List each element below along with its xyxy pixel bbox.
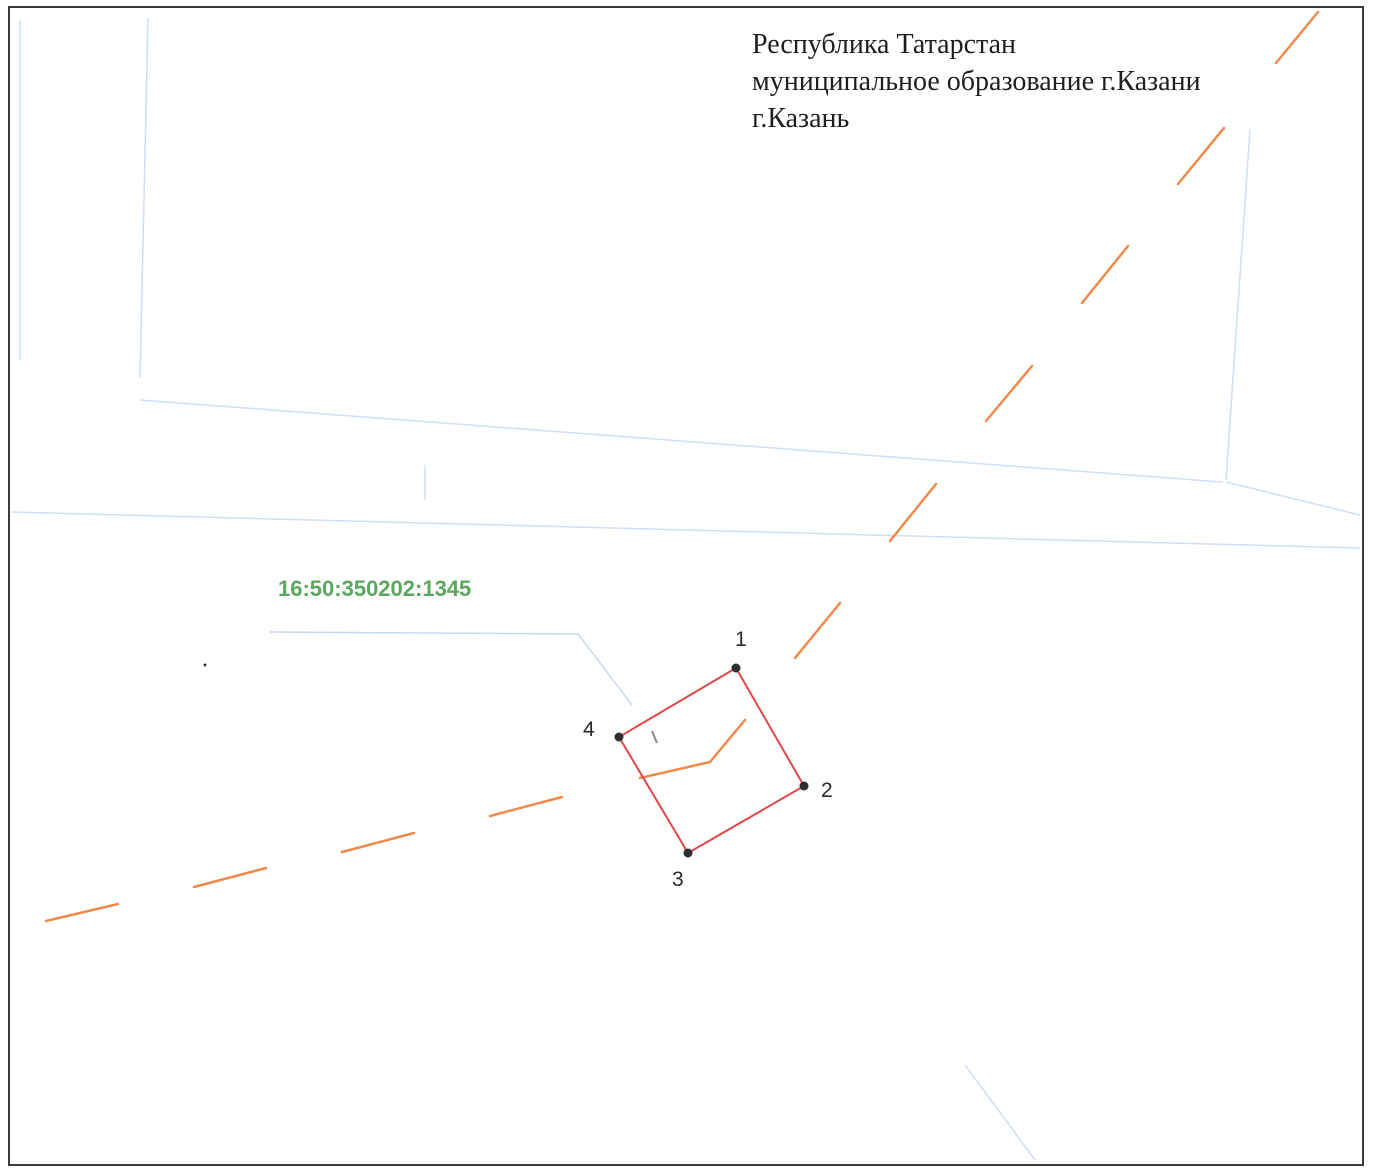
leader-tick [651, 730, 658, 744]
address-block: Республика Татарстан муниципальное образ… [752, 26, 1201, 137]
address-municipality: муниципальное образование г.Казани [752, 66, 1201, 97]
zone-dash [888, 482, 938, 543]
zone-dash [793, 601, 842, 660]
zone-dash [984, 364, 1034, 423]
bg-line [1225, 481, 1361, 516]
zone-dash [488, 795, 564, 818]
stray-dot [203, 663, 207, 667]
vertex-label-2: 2 [821, 779, 833, 802]
zone-dash [638, 760, 712, 780]
zone-dash [1274, 10, 1320, 65]
bg-line [139, 17, 149, 379]
background-boundaries [11, 17, 1361, 1161]
parcel-vertex-2[interactable] [799, 781, 809, 791]
map-frame [8, 6, 1364, 1166]
cadastral-number-label: 16:50:350202:1345 [278, 576, 471, 601]
zone-dash [340, 831, 416, 854]
parcel-vertex-4[interactable] [614, 732, 624, 742]
bg-line [139, 399, 1223, 483]
address-city: г.Казань [752, 103, 850, 134]
zone-dash [44, 902, 120, 923]
vertex-label-3: 3 [672, 868, 684, 891]
zone-dash [708, 718, 747, 764]
zone-boundary-dashed [44, 10, 1320, 923]
cadastral-leader-line [269, 631, 633, 706]
vertex-label-4: 4 [583, 718, 595, 741]
bg-line [11, 511, 1361, 549]
bg-line [1225, 129, 1251, 481]
zone-dash [1176, 126, 1226, 186]
zone-dash [1080, 244, 1130, 305]
vertex-label-1: 1 [735, 628, 747, 651]
address-republic: Республика Татарстан [752, 29, 1017, 60]
parcel-vertex-3[interactable] [683, 848, 693, 858]
bg-line [964, 1064, 1036, 1161]
zone-dash [192, 866, 268, 889]
parcel-vertex-1[interactable] [731, 663, 741, 673]
